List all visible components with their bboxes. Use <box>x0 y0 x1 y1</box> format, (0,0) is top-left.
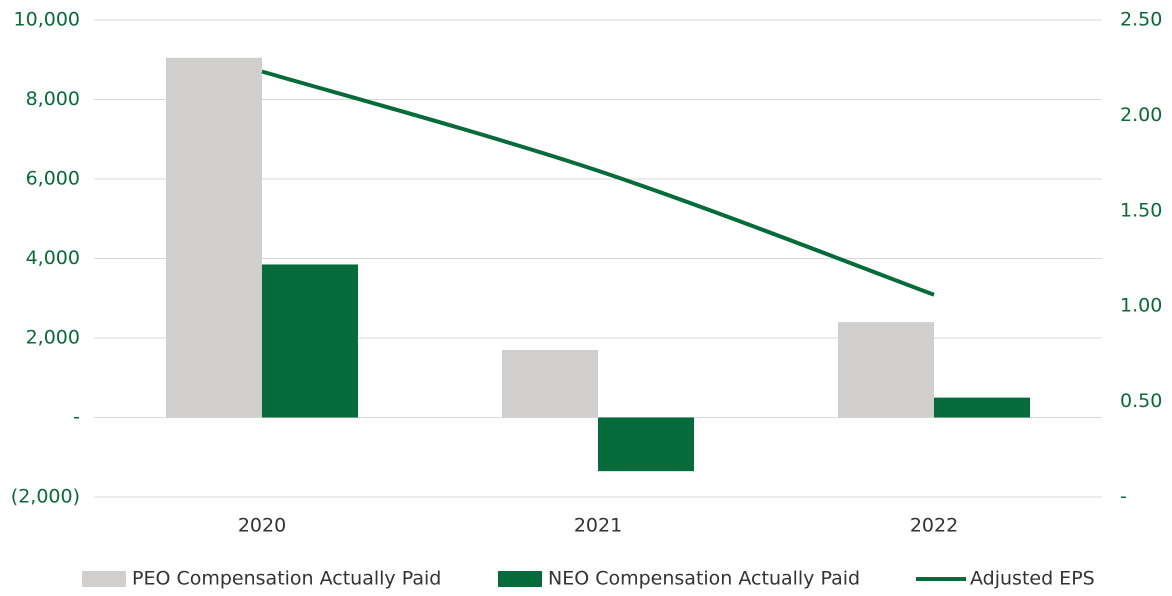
legend-label: PEO Compensation Actually Paid <box>132 568 441 590</box>
y-tick-label: 4,000 <box>26 247 80 269</box>
legend-label: NEO Compensation Actually Paid <box>548 568 860 590</box>
y2-tick-label: 1.00 <box>1120 295 1162 317</box>
bar <box>934 397 1030 418</box>
legend-label: Adjusted EPS <box>970 568 1095 590</box>
y-tick-label: 10,000 <box>14 9 80 31</box>
x-tick-label: 2022 <box>910 515 958 537</box>
line <box>261 69 935 297</box>
y-tick-label: 8,000 <box>26 88 80 110</box>
y-tick-label: 2,000 <box>26 327 80 349</box>
legend-swatch <box>82 571 126 587</box>
bar <box>166 57 262 418</box>
x-tick-label: 2020 <box>238 515 286 537</box>
y2-tick-label: - <box>1120 486 1127 508</box>
y2-tick-label: 2.50 <box>1120 9 1162 31</box>
bar <box>838 322 934 418</box>
y-tick-label: (2,000) <box>11 486 80 508</box>
y2-tick-label: 1.50 <box>1120 199 1162 221</box>
y-tick-label: - <box>73 406 80 428</box>
legend-swatch <box>498 571 542 587</box>
x-tick-label: 2021 <box>574 515 622 537</box>
y-tick-label: 6,000 <box>26 168 80 190</box>
bar <box>502 349 598 418</box>
y2-tick-label: 2.00 <box>1120 104 1162 126</box>
bar <box>598 417 694 472</box>
bar <box>262 264 358 418</box>
y2-tick-label: 0.50 <box>1120 390 1162 412</box>
